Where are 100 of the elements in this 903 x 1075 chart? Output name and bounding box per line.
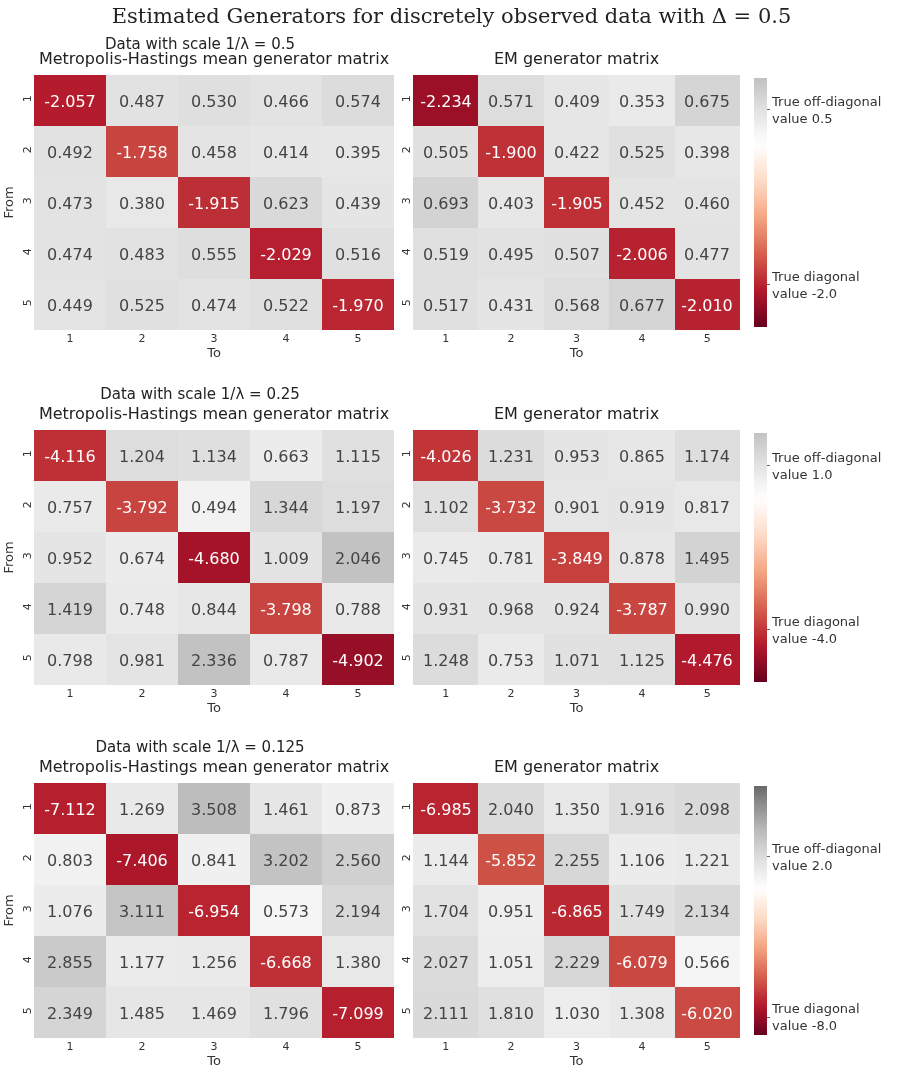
data-label: 1.174 (684, 446, 730, 466)
data-label: -7.099 (332, 1003, 384, 1023)
data-label: 1.461 (263, 799, 309, 819)
data-label: -6.985 (420, 799, 472, 819)
data-label: 0.574 (335, 91, 381, 111)
y-axis-title: From (0, 541, 16, 574)
data-label: 0.841 (191, 850, 237, 870)
x-tick-label: 1 (442, 332, 450, 345)
data-label: 0.748 (119, 599, 165, 619)
data-label: 1.749 (619, 901, 665, 921)
data-label: 0.757 (47, 497, 93, 517)
data-label: 0.517 (423, 295, 469, 315)
data-label: 0.952 (47, 548, 93, 568)
color-bar-label: True diagonal value -4.0 (771, 613, 860, 646)
data-label: -4.476 (681, 650, 733, 670)
data-label: 0.878 (619, 548, 665, 568)
chart-title: EM generator matrix (493, 757, 660, 777)
data-label: 1.350 (554, 799, 600, 819)
data-label: 0.422 (554, 142, 600, 162)
data-label: 2.560 (335, 850, 381, 870)
x-tick-label: 3 (573, 687, 580, 700)
data-label: -2.010 (681, 295, 733, 315)
data-label: -7.406 (116, 850, 168, 870)
data-label: 2.194 (335, 901, 381, 921)
color-bar-label: True off-diagonal value 2.0 (771, 840, 882, 873)
data-label: 0.494 (191, 497, 237, 517)
data-label: 1.796 (263, 1003, 309, 1023)
y-tick-label: 5 (20, 654, 34, 662)
data-label: -3.787 (616, 599, 668, 619)
x-axis-title: To (568, 700, 584, 715)
data-label: -5.852 (485, 850, 537, 870)
data-label: 0.477 (684, 244, 730, 264)
data-label: -4.902 (332, 650, 384, 670)
data-label: 2.098 (684, 799, 730, 819)
x-tick-label: 2 (507, 687, 515, 700)
data-label: 0.530 (191, 91, 237, 111)
data-label: 2.349 (47, 1003, 93, 1023)
y-axis-title: From (0, 894, 16, 927)
data-label: 1.469 (191, 1003, 237, 1023)
x-tick-label: 5 (703, 687, 711, 700)
data-label: -6.079 (616, 952, 668, 972)
y-tick-label: 1 (399, 450, 413, 458)
x-tick-label: 3 (573, 1040, 580, 1053)
x-axis-title: To (206, 345, 221, 360)
data-label: 0.473 (47, 193, 93, 213)
data-label: 1.344 (263, 497, 309, 517)
data-label: 0.403 (488, 193, 534, 213)
color-bar-label: True diagonal value -8.0 (771, 1001, 860, 1034)
data-label: 1.125 (619, 650, 665, 670)
data-label: 0.409 (554, 91, 600, 111)
y-tick-label: 5 (399, 1007, 413, 1015)
y-tick-label: 2 (20, 146, 34, 154)
data-label: 1.269 (119, 799, 165, 819)
x-tick-label: 3 (210, 687, 218, 700)
x-tick-label: 2 (138, 332, 146, 345)
data-label: 0.924 (554, 599, 600, 619)
x-tick-label: 2 (138, 1040, 146, 1053)
chart-title: Metropolis-Hastings mean generator matrix (38, 757, 390, 777)
data-label: 1.221 (684, 850, 730, 870)
data-label: 0.798 (47, 650, 93, 670)
data-label: 0.380 (119, 193, 165, 213)
y-tick-label: 1 (20, 450, 34, 458)
data-label: 1.009 (263, 548, 309, 568)
data-label: -1.758 (116, 142, 168, 162)
data-label: 2.255 (554, 850, 600, 870)
data-label: 2.134 (684, 901, 730, 921)
data-label: 0.414 (263, 142, 309, 162)
y-axis-title: From (0, 186, 16, 219)
data-label: 0.844 (191, 599, 237, 619)
y-tick-label: 2 (399, 501, 413, 509)
y-tick-label: 2 (20, 501, 34, 509)
data-label: 1.030 (554, 1003, 600, 1023)
data-label: 0.568 (554, 295, 600, 315)
x-tick-label: 3 (210, 1040, 218, 1053)
x-axis-title: To (206, 700, 221, 715)
data-label: 0.571 (488, 91, 534, 111)
y-tick-label: 4 (399, 956, 413, 964)
data-label: 2.336 (191, 650, 237, 670)
data-label: 0.817 (684, 497, 730, 517)
data-label: -1.905 (551, 193, 603, 213)
x-tick-label: 4 (638, 687, 646, 700)
data-label: -4.026 (420, 446, 472, 466)
data-label: 0.449 (47, 295, 93, 315)
data-label: 0.803 (47, 850, 93, 870)
data-label: 0.663 (263, 446, 309, 466)
chart-subtitle: Data with scale 1/λ = 0.125 (94, 738, 306, 756)
data-label: -1.970 (332, 295, 384, 315)
data-label: 0.395 (335, 142, 381, 162)
y-tick-label: 3 (399, 197, 413, 205)
data-label: 2.027 (423, 952, 469, 972)
color-bar-label: True off-diagonal value 1.0 (771, 449, 882, 482)
data-label: 1.134 (191, 446, 237, 466)
data-label: 0.452 (619, 193, 665, 213)
data-label: 3.111 (119, 901, 165, 921)
y-tick-label: 3 (20, 905, 34, 913)
x-tick-label: 4 (282, 687, 290, 700)
data-label: -6.865 (551, 901, 603, 921)
x-tick-label: 5 (703, 332, 711, 345)
data-label: 0.745 (423, 548, 469, 568)
data-label: -1.915 (188, 193, 240, 213)
